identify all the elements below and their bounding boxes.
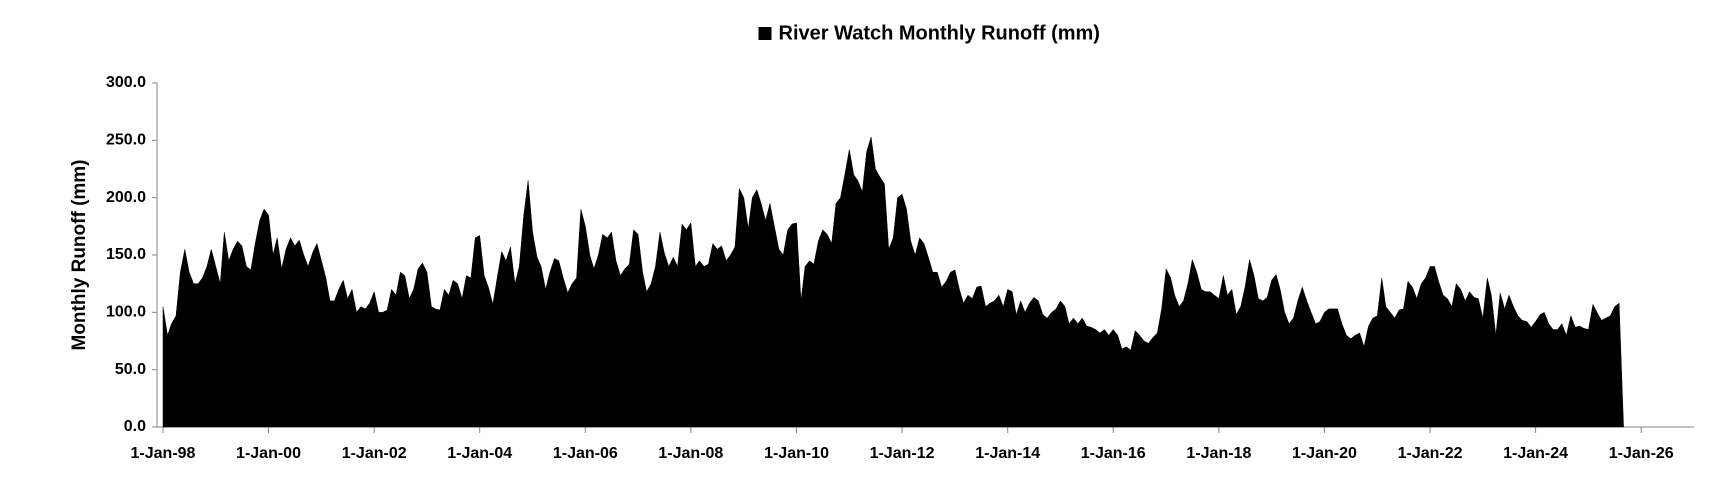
area [162, 136, 1624, 428]
x-tick-label: 1-Jan-26 [1609, 445, 1674, 462]
x-tick-label: 1-Jan-10 [764, 445, 829, 462]
y-tick-label: 150.0 [106, 246, 146, 263]
legend-label: River Watch Monthly Runoff (mm) [779, 22, 1100, 44]
y-tick-label: 50.0 [115, 361, 146, 378]
x-tick-label: 1-Jan-24 [1503, 445, 1568, 462]
x-tick-label: 1-Jan-02 [342, 445, 407, 462]
y-axis-label: Monthly Runoff (mm) [69, 159, 90, 350]
x-tick-label: 1-Jan-08 [658, 445, 723, 462]
y-tick-label: 250.0 [106, 132, 146, 149]
x-tick-label: 1-Jan-18 [1186, 445, 1251, 462]
y-tick-label: 100.0 [106, 304, 146, 321]
legend-swatch [758, 27, 772, 40]
x-tick-label: 1-Jan-12 [870, 445, 935, 462]
x-tick-label: 1-Jan-16 [1081, 445, 1146, 462]
x-tick-label: 1-Jan-20 [1292, 445, 1357, 462]
y-tick-label: 0.0 [124, 418, 146, 435]
x-tick-label: 1-Jan-22 [1398, 445, 1463, 462]
x-tick-label: 1-Jan-06 [553, 445, 618, 462]
x-tick-label: 1-Jan-04 [447, 445, 512, 462]
y-tick-label: 300.0 [106, 74, 146, 91]
x-tick-label: 1-Jan-14 [975, 445, 1040, 462]
x-tick-label: 1-Jan-00 [236, 445, 301, 462]
x-tick-label: 1-Jan-98 [131, 445, 196, 462]
y-tick-label: 200.0 [106, 189, 146, 206]
